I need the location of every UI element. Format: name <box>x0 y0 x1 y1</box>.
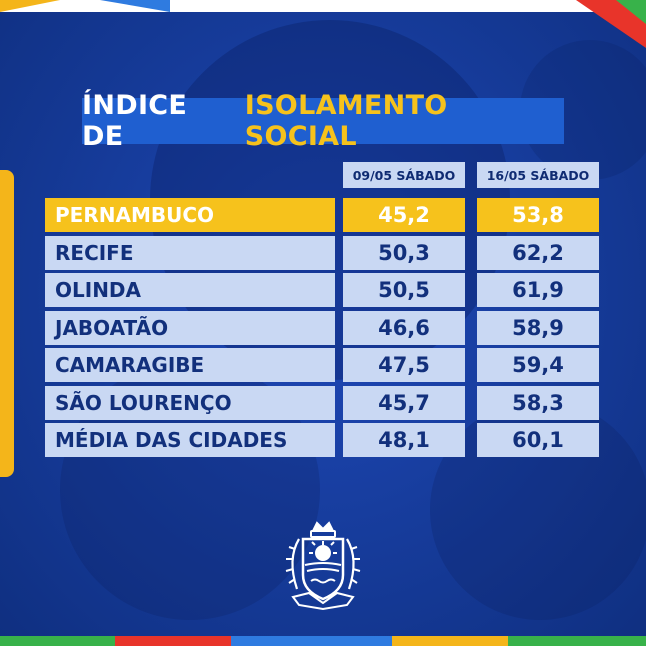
row-value-2: 61,9 <box>477 273 599 307</box>
row-value-1: 46,6 <box>343 310 465 345</box>
row-value-1: 50,5 <box>343 273 465 307</box>
table-row: JABOATÃO 46,6 58,9 <box>45 310 601 345</box>
row-value-1: 45,7 <box>343 385 465 420</box>
table-row: OLINDA 50,5 61,9 <box>45 273 601 307</box>
top-blue-accent <box>100 0 170 12</box>
column-header-date-1: 09/05 SÁBADO <box>343 162 465 188</box>
row-name: RECIFE <box>45 235 335 270</box>
row-value-2: 58,9 <box>477 310 599 345</box>
page-title: ÍNDICE DE ISOLAMENTO SOCIAL <box>82 90 564 152</box>
row-value-1: 47,5 <box>343 348 465 382</box>
row-value-2: 60,1 <box>477 423 599 457</box>
top-strip <box>0 0 646 12</box>
table-row: RECIFE 50,3 62,2 <box>45 235 601 270</box>
row-value-1: 50,3 <box>343 235 465 270</box>
pernambuco-coat-of-arms-icon <box>285 521 361 611</box>
title-part-1: ÍNDICE DE <box>82 90 188 152</box>
row-value-2: 58,3 <box>477 385 599 420</box>
top-yellow-accent <box>0 0 60 12</box>
row-value-2: 62,2 <box>477 235 599 270</box>
table-row: PERNAMBUCO 45,2 53,8 <box>45 198 601 232</box>
table-row: MÉDIA DAS CIDADES 48,1 60,1 <box>45 423 601 457</box>
row-name: OLINDA <box>45 273 335 307</box>
row-name: JABOATÃO <box>45 310 335 345</box>
data-table: PERNAMBUCO 45,2 53,8 RECIFE 50,3 62,2 OL… <box>45 198 601 461</box>
left-yellow-tab <box>0 170 14 477</box>
bottom-color-strip <box>0 636 646 646</box>
corner-green-accent <box>616 0 646 24</box>
row-name: MÉDIA DAS CIDADES <box>45 423 335 457</box>
table-row: CAMARAGIBE 47,5 59,4 <box>45 348 601 382</box>
row-value-1: 45,2 <box>343 198 465 232</box>
row-value-2: 53,8 <box>477 198 599 232</box>
row-name: SÃO LOURENÇO <box>45 385 335 420</box>
row-value-2: 59,4 <box>477 348 599 382</box>
row-name: CAMARAGIBE <box>45 348 335 382</box>
table-row: SÃO LOURENÇO 45,7 58,3 <box>45 385 601 420</box>
row-name: PERNAMBUCO <box>45 198 335 232</box>
row-value-1: 48,1 <box>343 423 465 457</box>
title-part-2: ISOLAMENTO SOCIAL <box>244 90 448 152</box>
column-header-date-2: 16/05 SÁBADO <box>477 162 599 188</box>
